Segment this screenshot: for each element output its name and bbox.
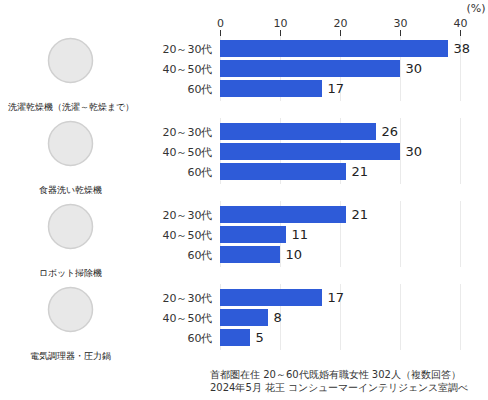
- svg-text:40～50代: 40～50代: [163, 312, 213, 325]
- svg-text:11: 11: [292, 227, 309, 242]
- svg-text:10: 10: [274, 17, 288, 30]
- svg-text:60代: 60代: [188, 83, 213, 96]
- svg-text:30: 30: [406, 144, 423, 159]
- svg-text:26: 26: [382, 124, 399, 139]
- svg-text:40～50代: 40～50代: [163, 146, 213, 159]
- svg-text:40～50代: 40～50代: [163, 229, 213, 242]
- svg-text:17: 17: [328, 81, 345, 96]
- svg-text:40: 40: [454, 17, 468, 30]
- svg-text:30: 30: [394, 17, 408, 30]
- svg-text:60代: 60代: [188, 166, 213, 179]
- svg-text:0: 0: [217, 17, 224, 30]
- svg-text:洗濯乾燥機（洗濯～乾燥まで）: 洗濯乾燥機（洗濯～乾燥まで）: [8, 102, 134, 112]
- svg-text:10: 10: [286, 247, 303, 262]
- html-text:2024年5月 花王 コンシューマーインテリジェンス室調べ: 2024年5月 花王 コンシューマーインテリジェンス室調べ: [210, 382, 469, 393]
- svg-text:(%): (%): [466, 2, 485, 15]
- html-text:首都圏在住 20～60代既婚有職女性 302人（複数回答）: 首都圏在住 20～60代既婚有職女性 302人（複数回答）: [210, 369, 461, 380]
- svg-text:食器洗い乾燥機: 食器洗い乾燥機: [39, 185, 102, 195]
- svg-text:5: 5: [256, 330, 264, 345]
- svg-text:20: 20: [334, 17, 348, 30]
- svg-text:60代: 60代: [188, 249, 213, 262]
- svg-text:20～30代: 20～30代: [163, 209, 213, 222]
- svg-text:30: 30: [406, 61, 423, 76]
- svg-text:20～30代: 20～30代: [163, 292, 213, 305]
- svg-text:8: 8: [274, 310, 282, 325]
- svg-text:電気調理器・圧力鍋: 電気調理器・圧力鍋: [30, 351, 111, 361]
- svg-text:40～50代: 40～50代: [163, 63, 213, 76]
- svg-text:17: 17: [328, 290, 345, 305]
- svg-text:38: 38: [454, 41, 471, 56]
- svg-text:21: 21: [352, 207, 369, 222]
- svg-text:20～30代: 20～30代: [163, 43, 213, 56]
- svg-text:ロボット掃除機: ロボット掃除機: [39, 268, 102, 278]
- svg-text:20～30代: 20～30代: [163, 126, 213, 139]
- svg-text:21: 21: [352, 164, 369, 179]
- svg-text:60代: 60代: [188, 332, 213, 345]
